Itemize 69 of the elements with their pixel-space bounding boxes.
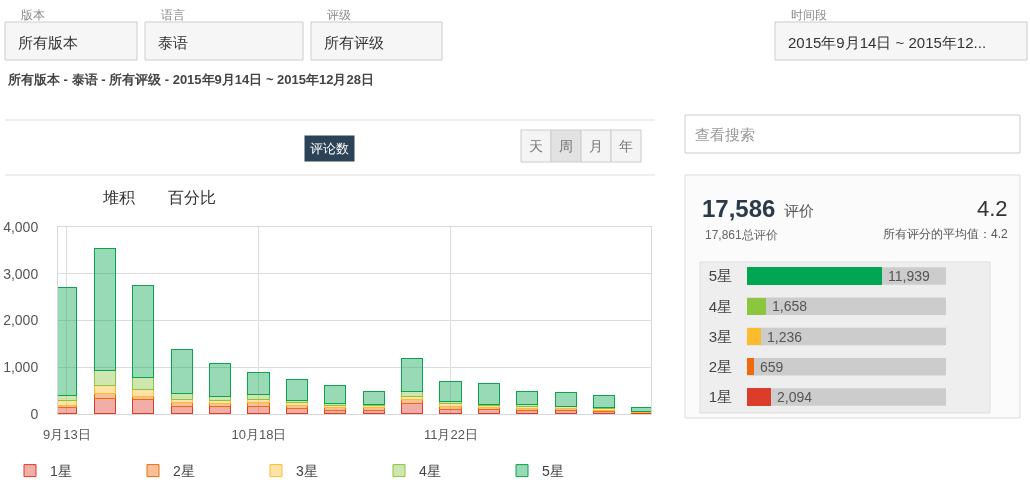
bar [401,358,423,392]
y-tick-label: 2,000 [3,312,39,329]
text: 百分比 [168,189,216,206]
bar [478,383,500,405]
bar [401,403,423,414]
text: 周 [559,138,573,154]
y-tick-label: 2星 [708,357,732,375]
y-tick-label: 4,000 [3,218,39,235]
bar [324,385,346,404]
data-label: 2,094 [777,389,813,405]
x-tick-label: 10月18日 [231,426,287,442]
text: 堆积 [102,189,135,206]
y-tick-label: 5星 [708,267,732,285]
y-tick-label: 3,000 [3,265,39,282]
y-tick-label: 4星 [708,297,732,315]
bar [94,398,116,414]
bar [94,248,116,371]
bar [747,328,761,345]
bar [747,388,771,406]
bar [171,349,193,394]
bar [555,392,577,407]
text: 所有版本 [18,34,78,51]
text: 所有版本 - 泰语 - 所有评级 - 2015年9月14日 ~ 2015年12月28日 [7,72,374,87]
text: 所有评分的平均值：4.2 [883,227,1009,241]
chart-title: 评论数 [310,141,349,156]
text: 泰语 [158,34,188,51]
bar [247,372,270,395]
text: 17,861总评价 [705,228,778,242]
legend-label: 2星 [173,463,195,480]
bar [747,358,754,375]
bar [516,391,538,405]
bar [363,391,385,405]
bar [94,370,116,386]
x-tick-label: 11月22日 [423,426,478,442]
text: 版本 [21,8,45,22]
text: 月 [589,138,603,154]
bar [286,379,308,401]
data-label: 1,236 [767,329,803,345]
y-tick-label: 1星 [708,388,732,406]
text: 查看搜索 [695,126,755,143]
bar [132,285,154,378]
bar [209,363,231,397]
bar [593,395,615,408]
y-tick-label: 3星 [708,327,732,345]
y-tick-label: 1,000 [3,359,39,376]
text: 4.2 [977,196,1008,221]
legend-label: 3星 [296,463,318,480]
bar [439,381,462,402]
data-label: 659 [760,359,784,375]
bar [631,407,651,412]
y-tick-label: 0 [30,405,39,422]
text: 年 [619,138,633,154]
text: 所有评级 [324,34,384,51]
text: 天 [529,138,543,154]
x-tick-label: 9月13日 [43,426,91,442]
legend-label: 5星 [542,463,564,480]
bar [132,399,154,414]
data-label: 1,658 [772,298,808,314]
text: 17,586 [702,195,776,222]
text: 语言 [161,8,185,22]
data-label: 11,939 [888,268,930,284]
text: 评级 [327,8,351,22]
text: 评价 [784,202,814,219]
bar [747,298,766,315]
legend-label: 4星 [419,463,441,480]
text: 时间段 [791,8,827,22]
bar [132,377,154,390]
legend-label: 1星 [50,463,72,480]
text: 2015年9月14日 ~ 2015年12... [788,34,987,51]
